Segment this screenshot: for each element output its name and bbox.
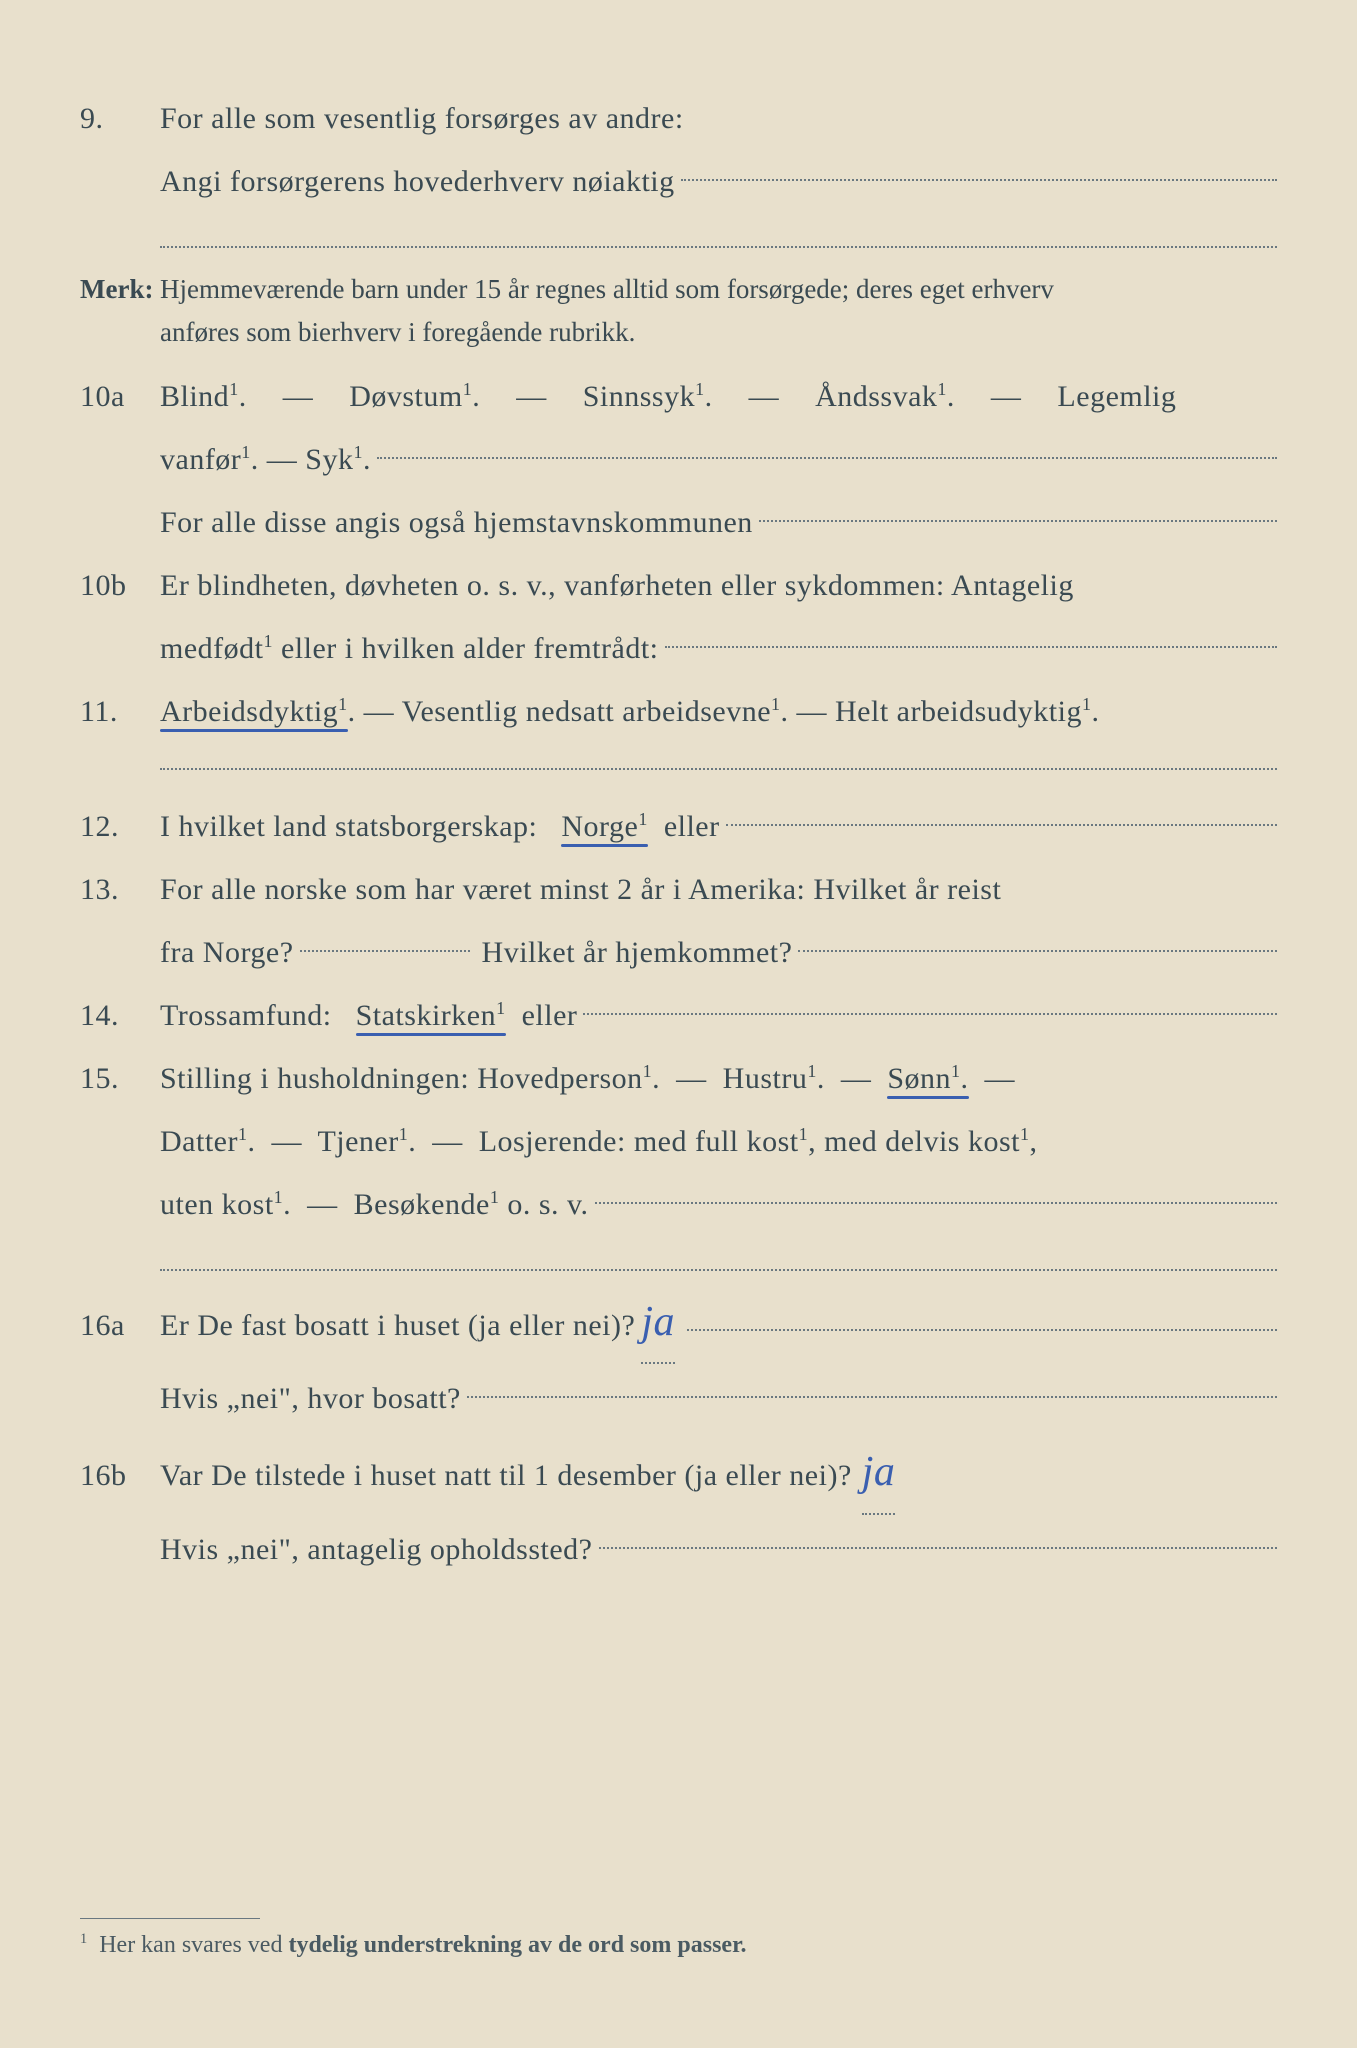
footnote-rule — [80, 1918, 260, 1919]
footnote: 1 Her kan svares ved tydelig understrekn… — [80, 1931, 1277, 1959]
q15-number: 15. — [80, 1050, 160, 1107]
q13-line2: fra Norge? Hvilket år hjemkommet? — [80, 924, 1277, 981]
q10a-fill2 — [759, 490, 1277, 522]
q10a-line1: 10a Blind1. — Døvstum1. — Sinnssyk1. — Å… — [80, 368, 1277, 425]
q10a-fill — [377, 427, 1277, 459]
q11-line: 11. Arbeidsdyktig1. — Vesentlig nedsatt … — [80, 683, 1277, 740]
q9-text2: Angi forsørgerens hovederhverv nøiaktig — [160, 153, 675, 210]
q15-delviskost: med delvis kost — [824, 1125, 1020, 1158]
q15-line3: uten kost1. — Besøkende1 o. s. v. — [80, 1176, 1277, 1233]
q10a-number: 10a — [80, 368, 160, 425]
q10a-text3: For alle disse angis også hjemstavnskomm… — [160, 494, 753, 551]
merk-block: Merk: Hjemmeværende barn under 15 år reg… — [80, 268, 1277, 354]
q10a-opt-legemlig: Legemlig — [1057, 380, 1176, 413]
q15-besokende: Besøkende — [354, 1188, 490, 1221]
q14-text1: Trossamfund: — [160, 999, 332, 1032]
q15-utenkost: uten kost — [160, 1188, 274, 1221]
q16a-line1: 16a Er De fast bosatt i huset (ja eller … — [80, 1283, 1277, 1365]
q14-number: 14. — [80, 987, 160, 1044]
q10b-line1: 10b Er blindheten, døvheten o. s. v., va… — [80, 557, 1277, 614]
q15-fill2 — [160, 1243, 1277, 1271]
merk-label: Merk: — [80, 274, 160, 305]
q13-fill2 — [798, 920, 1277, 952]
census-form-page: 9. For alle som vesentlig forsørges av a… — [0, 0, 1357, 2048]
q15-datter: Datter — [160, 1125, 238, 1158]
q15-losjerende: Losjerende: med full kost — [479, 1125, 799, 1158]
q12-number: 12. — [80, 798, 160, 855]
q9-fill-line2 — [160, 220, 1277, 248]
q14-line: 14. Trossamfund: Statskirken1 eller — [80, 987, 1277, 1044]
q15-hustru: Hustru — [723, 1062, 808, 1095]
q11-opt-udyktig: Helt arbeidsudyktig — [835, 695, 1082, 728]
q14-text2: eller — [522, 999, 578, 1032]
q16b-answer: ja — [862, 1433, 896, 1515]
q13-text2b: Hvilket år hjemkommet? — [482, 924, 793, 981]
q13-number: 13. — [80, 861, 160, 918]
q16a-number: 16a — [80, 1297, 160, 1354]
q16a-text2: Hvis „nei", hvor bosatt? — [160, 1370, 461, 1427]
q12-fill — [726, 794, 1277, 826]
q16b-line1: 16b Var De tilstede i huset natt til 1 d… — [80, 1433, 1277, 1515]
merk-text1: Hjemmeværende barn under 15 år regnes al… — [160, 274, 1054, 304]
q16b-number: 16b — [80, 1447, 160, 1504]
footnote-text: Her kan svares ved tydelig understreknin… — [99, 1932, 746, 1958]
q10b-text2b: eller i hvilken alder fremtrådt: — [281, 632, 659, 665]
q10b-line2: medfødt1 eller i hvilken alder fremtrådt… — [80, 620, 1277, 677]
q16a-fill — [687, 1299, 1277, 1331]
q15-osv: o. s. v. — [499, 1188, 588, 1221]
q12-text1: I hvilket land statsborgerskap: — [160, 810, 537, 843]
q15-text1a: Stilling i husholdningen: Hovedperson — [160, 1062, 643, 1095]
q10a-opt-andssvak: Åndssvak — [815, 380, 937, 413]
q11-opt-nedsatt: Vesentlig nedsatt arbeidsevne — [402, 695, 771, 728]
q16a-answer: ja — [641, 1283, 675, 1365]
q9-number: 9. — [80, 90, 160, 147]
q10b-fill — [665, 616, 1278, 648]
q10a-line3: For alle disse angis også hjemstavnskomm… — [80, 494, 1277, 551]
q11-opt-arbeidsdyktig: Arbeidsdyktig1 — [160, 695, 348, 728]
q12-opt-norge: Norge1 — [561, 810, 647, 843]
q16b-fill — [599, 1517, 1278, 1549]
q14-opt-statskirken: Statskirken1 — [356, 999, 506, 1032]
q10a-opt-sinnssyk: Sinnssyk — [583, 380, 695, 413]
q16a-line2: Hvis „nei", hvor bosatt? — [80, 1370, 1277, 1427]
q15-line2: Datter1. — Tjener1. — Losjerende: med fu… — [80, 1113, 1277, 1170]
q10a-opt-blind: Blind — [160, 380, 229, 413]
q9-fill-line — [681, 149, 1277, 181]
q16b-line2: Hvis „nei", antagelig opholdssted? — [80, 1521, 1277, 1578]
q12-line: 12. I hvilket land statsborgerskap: Norg… — [80, 798, 1277, 855]
q15-line1: 15. Stilling i husholdningen: Hovedperso… — [80, 1050, 1277, 1107]
separator-rule — [160, 768, 1277, 770]
q13-line1: 13. For alle norske som har været minst … — [80, 861, 1277, 918]
q10b-number: 10b — [80, 557, 160, 614]
q15-opt-sonn: Sønn1. — [887, 1062, 968, 1095]
q10a-opt-dovstum: Døvstum — [349, 380, 463, 413]
q15-fill — [595, 1172, 1277, 1204]
q13-text1: For alle norske som har været minst 2 år… — [160, 861, 1277, 918]
merk-text2: anføres som bierhverv i foregående rubri… — [160, 317, 635, 347]
q16a-fill2 — [467, 1366, 1277, 1398]
q10b-medfodt: medfødt — [160, 632, 263, 665]
footnote-number: 1 — [80, 1931, 87, 1947]
q16a-text1: Er De fast bosatt i huset (ja eller nei)… — [160, 1297, 635, 1354]
q12-text2: eller — [664, 810, 720, 843]
q13-text2a: fra Norge? — [160, 924, 294, 981]
q15-tjener: Tjener — [317, 1125, 398, 1158]
q9-line1: 9. For alle som vesentlig forsørges av a… — [80, 90, 1277, 147]
q10a-vanfor: vanfør — [160, 443, 241, 476]
q13-fill1 — [300, 920, 470, 952]
q9-line2: Angi forsørgerens hovederhverv nøiaktig — [80, 153, 1277, 210]
q16b-text2: Hvis „nei", antagelig opholdssted? — [160, 1521, 593, 1578]
q9-text1: For alle som vesentlig forsørges av andr… — [160, 90, 1277, 147]
q10a-line2: vanfør1. — Syk1. — [80, 431, 1277, 488]
q10b-text1: Er blindheten, døvheten o. s. v., vanfør… — [160, 557, 1277, 614]
q16b-text1: Var De tilstede i huset natt til 1 desem… — [160, 1447, 852, 1504]
q14-fill — [583, 983, 1277, 1015]
q10a-syk: Syk — [305, 443, 353, 476]
q11-number: 11. — [80, 683, 160, 740]
